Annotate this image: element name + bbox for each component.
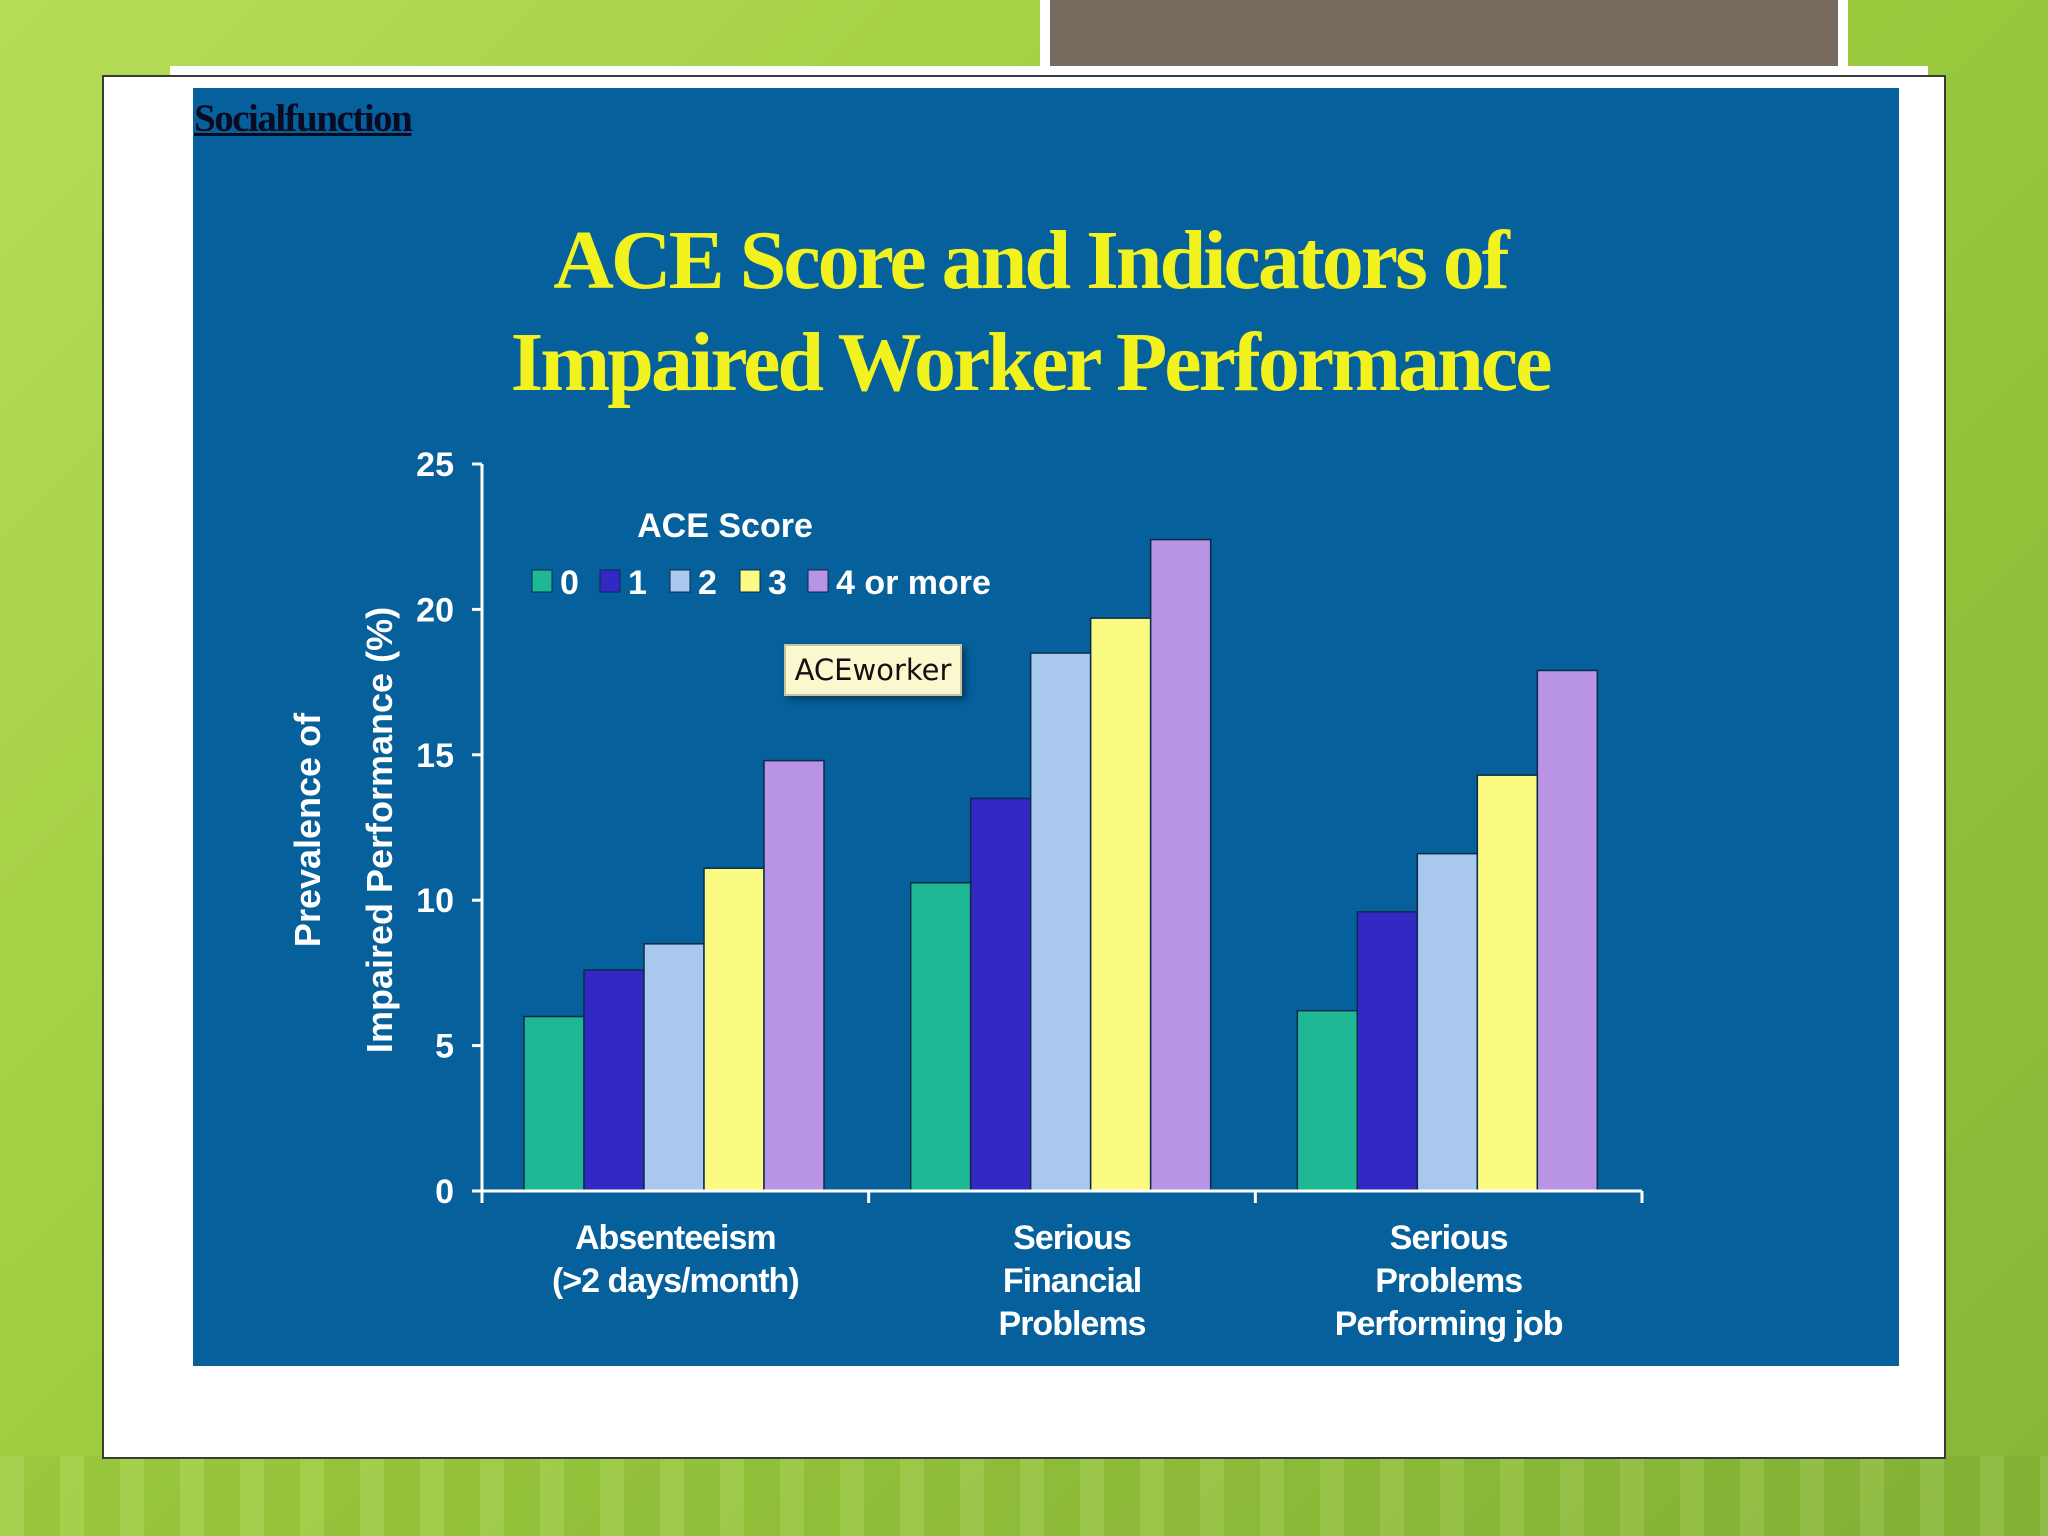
bars-layer [523, 538, 1599, 1192]
bar-3-series-2 [1356, 911, 1419, 1192]
bar-1-series-5 [763, 759, 825, 1192]
legend-label-5: 4 or more [836, 564, 991, 602]
legend-swatch-1 [531, 569, 553, 593]
legend-title: ACE Score [637, 507, 813, 545]
legend-layer: ACE Score 0 1 2 3 4 or more [531, 507, 991, 602]
y-axis-label-line-2: Impaired Performance (%) [359, 607, 400, 1053]
y-tick-label: 25 [416, 446, 454, 484]
y-tick-label: 15 [416, 737, 454, 775]
y-axis-label-line-1: Prevalence of [287, 712, 328, 947]
bar-3-series-3 [1416, 852, 1479, 1192]
legend-swatch-2 [599, 569, 621, 593]
x-category-label: Problems [999, 1305, 1146, 1343]
x-category-label: Absenteeism [575, 1219, 776, 1257]
bar-1-series-4 [703, 867, 765, 1192]
x-category-label: (>2 days/month) [552, 1262, 799, 1300]
legend-label-2: 1 [628, 564, 647, 602]
bar-3-series-4 [1476, 774, 1539, 1192]
y-tick-label: 10 [416, 882, 454, 920]
y-tick-label: 5 [435, 1028, 454, 1066]
chart-title-line-1: ACE Score and Indicators of [553, 214, 1510, 307]
bar-1-series-1 [523, 1015, 585, 1192]
legend-swatch-5 [807, 569, 829, 593]
x-category-label: Performing job [1335, 1305, 1563, 1343]
labels-layer: Absenteeism (>2 days/month) Serious Financi… [287, 607, 1564, 1343]
bar-1-series-2 [583, 969, 645, 1192]
bar-2-series-5 [1149, 538, 1212, 1192]
y-axis-label: Prevalence of Impaired Performance (%) [287, 607, 400, 1053]
chart-title-line-2: Impaired Worker Performance [510, 316, 1553, 409]
legend-swatch-3 [669, 569, 691, 593]
legend-label-1: 0 [560, 564, 579, 602]
social-function-link[interactable]: Socialfunction [194, 97, 413, 140]
legend-label-3: 2 [698, 564, 717, 602]
bar-2-series-4 [1089, 617, 1152, 1192]
y-tick-label: 20 [416, 591, 454, 629]
x-category-label: Serious [1390, 1219, 1508, 1257]
bar-3-series-5 [1536, 669, 1599, 1192]
background-stripes [0, 1456, 2048, 1536]
x-category-label: Problems [1375, 1262, 1522, 1300]
bar-1-series-3 [643, 943, 705, 1192]
legend-swatch-4 [739, 569, 761, 593]
aceworker-tooltip: ACEworker [784, 644, 962, 696]
legend-label-4: 3 [768, 564, 787, 602]
x-category-label: Serious [1013, 1219, 1131, 1257]
bar-3-series-1 [1296, 1009, 1359, 1192]
x-category-label: Financial [1003, 1262, 1141, 1300]
bar-2-series-1 [909, 882, 972, 1192]
bar-2-series-2 [969, 797, 1032, 1192]
y-tick-label: 0 [435, 1173, 454, 1211]
chart-title: ACE Score and Indicators of Impaired Wor… [360, 210, 1700, 414]
bar-2-series-3 [1029, 652, 1092, 1192]
top-decorative-bar [1040, 0, 1848, 68]
